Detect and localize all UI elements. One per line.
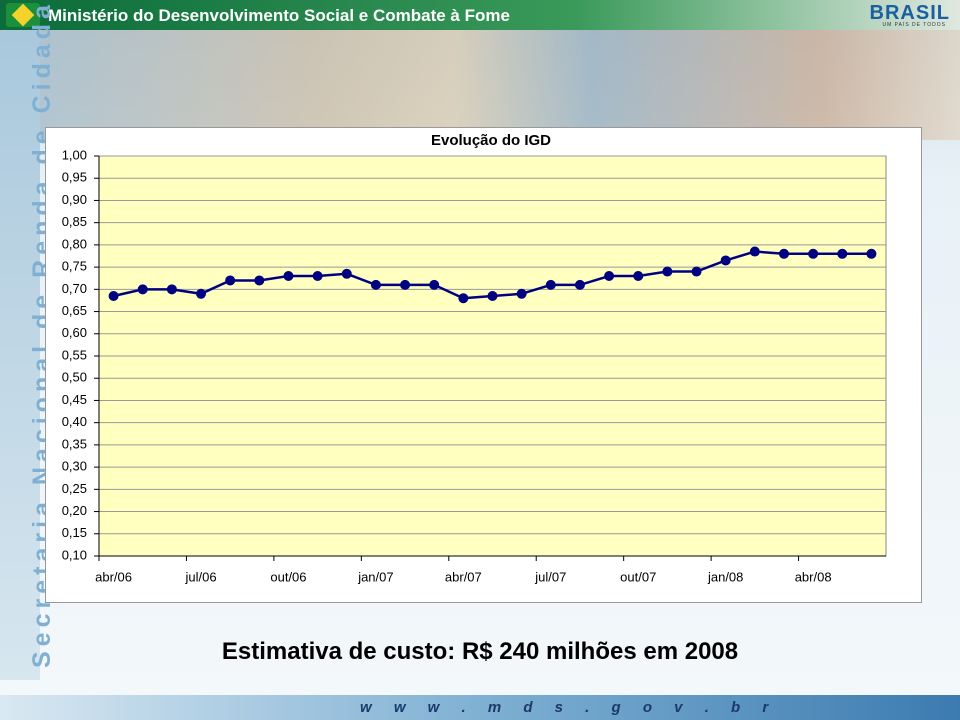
- y-tick-label: 0,45: [62, 392, 87, 407]
- data-point: [837, 248, 848, 259]
- data-point: [108, 291, 119, 301]
- photo-banner: [40, 30, 960, 140]
- y-tick-label: 0,65: [62, 303, 87, 318]
- chart: Evolução do IGD 0,10 0,15 0,20 0,25 0,30 0,35…: [62, 132, 887, 584]
- data-point: [312, 271, 323, 281]
- data-point: [691, 266, 702, 277]
- cost-note: Estimativa de custo: R$ 240 milhões em 2…: [221, 638, 739, 665]
- y-tick-label: 0,80: [62, 236, 87, 251]
- data-point: [487, 291, 498, 301]
- logo-tagline: UM PAÍS DE TODOS: [882, 22, 946, 28]
- y-tick-label: 0,85: [62, 214, 87, 229]
- data-point: [808, 248, 819, 259]
- y-tick-label: 0,40: [62, 414, 87, 429]
- y-tick-label: 0,90: [62, 192, 87, 207]
- data-point: [225, 275, 236, 286]
- x-tick-label: jan/07: [357, 569, 393, 584]
- y-tick-label: 0,10: [62, 547, 87, 562]
- x-tick-label: out/07: [620, 569, 656, 584]
- header-bar: Ministério do Desenvolvimento Social e C…: [0, 0, 960, 30]
- y-tick-label: 0,20: [62, 503, 87, 518]
- data-point: [196, 288, 207, 299]
- x-tick-label: abr/06: [95, 569, 132, 584]
- data-point: [458, 293, 469, 304]
- x-tick-label: out/06: [270, 569, 306, 584]
- y-tick-label: 1,00: [62, 147, 87, 162]
- data-point: [662, 266, 673, 277]
- data-point: [720, 255, 731, 266]
- data-point: [866, 248, 877, 259]
- data-point: [283, 271, 294, 281]
- chart-box: Evolução do IGD 0,10 0,15 0,20 0,25 0,30 0,35…: [45, 127, 922, 603]
- data-point: [604, 271, 615, 281]
- y-tick-label: 0,30: [62, 459, 87, 474]
- data-point: [166, 284, 177, 295]
- x-tick-label: jan/08: [707, 569, 743, 584]
- data-point: [429, 279, 440, 290]
- y-tick-label: 0,55: [62, 347, 87, 362]
- data-point: [400, 279, 411, 290]
- ministry-name: Ministério do Desenvolvimento Social e C…: [48, 6, 510, 25]
- y-tick-label: 0,75: [62, 259, 87, 274]
- data-point: [254, 275, 265, 286]
- y-tick-label: 0,15: [62, 525, 87, 540]
- data-point: [516, 288, 527, 299]
- data-point: [545, 279, 556, 290]
- flag-icon: [6, 3, 40, 27]
- y-tick-label: 0,70: [62, 281, 87, 296]
- chart-title: Evolução do IGD: [431, 132, 551, 149]
- data-point: [574, 279, 585, 290]
- data-point: [370, 279, 381, 290]
- data-point: [633, 271, 644, 281]
- website: w w w . m d s . g o v . b r: [360, 699, 778, 716]
- x-tick-label: jul/07: [534, 569, 566, 584]
- data-point: [137, 284, 148, 295]
- x-tick-label: jul/06: [184, 569, 216, 584]
- x-tick-label: abr/07: [445, 569, 482, 584]
- y-tick-label: 0,60: [62, 325, 87, 340]
- data-point: [778, 248, 789, 259]
- data-point: [749, 246, 760, 257]
- x-tick-label: abr/08: [795, 569, 832, 584]
- sidebar: [0, 30, 40, 680]
- logo: BRASIL: [869, 2, 950, 24]
- y-tick-label: 0,25: [62, 481, 87, 496]
- footer-bar: w w w . m d s . g o v . b r: [0, 695, 960, 720]
- data-point: [341, 268, 352, 279]
- y-tick-label: 0,50: [62, 370, 87, 385]
- y-tick-label: 0,35: [62, 436, 87, 451]
- y-tick-label: 0,95: [62, 170, 87, 185]
